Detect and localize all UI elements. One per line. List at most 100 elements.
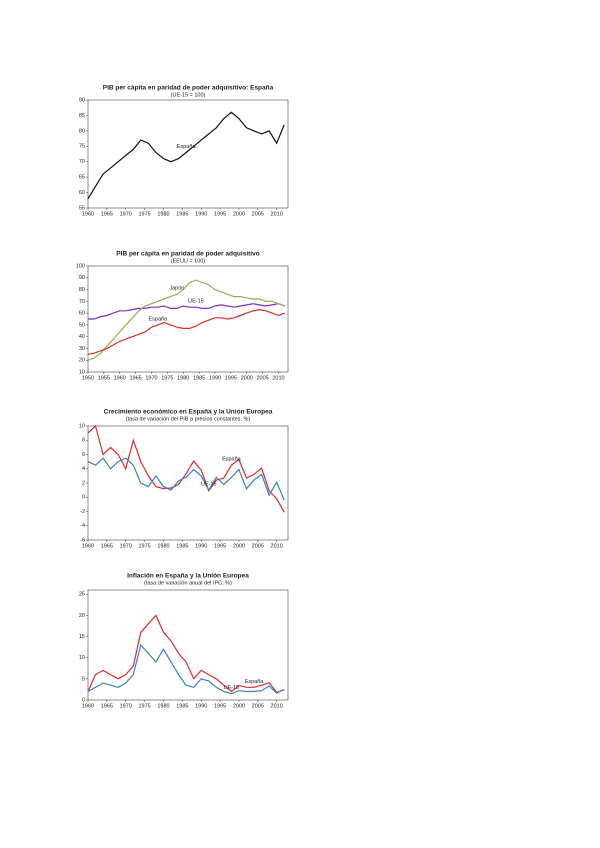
y-tick-label: -4 [80,523,85,529]
y-tick-label: 90 [79,275,85,281]
x-tick-label: 1965 [101,703,113,709]
y-tick-label: 65 [79,175,85,181]
y-tick-label: 6 [82,452,85,458]
plot-frame [87,265,289,373]
x-tick-label: 1960 [82,703,94,709]
series-label: UE-15 [188,299,204,305]
x-tick-label: 1965 [129,375,141,381]
x-tick-label: 1970 [120,543,132,549]
chart-subtitle: (EEUU = 100) [171,258,206,264]
chart-title: PIB per cápita en paridad de poder adqui… [116,251,259,258]
series-label: España [149,316,169,322]
x-tick-label: 1950 [82,375,94,381]
series-label: España [177,144,197,150]
x-tick-label: 1990 [195,543,207,549]
y-tick-label: 30 [79,346,85,352]
x-tick-label: 2000 [241,375,253,381]
x-tick-label: 1970 [120,703,132,709]
series-line [87,424,285,513]
y-tick-label: 60 [79,311,85,317]
x-tick-label: 1980 [157,211,169,217]
x-tick-label: 2010 [272,375,284,381]
x-tick-label: 1985 [176,211,188,217]
x-tick-label: 1965 [101,543,113,549]
x-tick-label: 2005 [252,543,264,549]
y-tick-label: 8 [82,438,85,444]
x-tick-label: 1975 [138,703,150,709]
y-tick-label: 15 [79,634,85,640]
plot-frame [87,589,289,701]
x-tick-label: 1955 [98,375,110,381]
y-tick-label: 5 [82,676,85,682]
x-tick-label: 1960 [82,543,94,549]
y-tick-label: 0 [82,495,85,501]
y-tick-label: 80 [79,128,85,134]
y-tick-label: 55 [79,205,85,211]
x-tick-label: 1995 [225,375,237,381]
x-tick-label: 1980 [157,703,169,709]
x-tick-label: 1970 [145,375,157,381]
y-tick-label: 75 [79,144,85,150]
y-tick-label: 10 [79,369,85,375]
y-tick-label: 20 [79,613,85,619]
y-tick-label: 40 [79,334,85,340]
y-tick-label: 0 [82,697,85,703]
x-tick-label: 1975 [138,543,150,549]
x-tick-label: 1990 [209,375,221,381]
x-tick-label: 1980 [177,375,189,381]
y-tick-label: -6 [80,537,85,543]
chart-subtitle: (tasa de variación anual del IPC, %) [144,580,232,586]
y-tick-label: -2 [80,509,85,515]
x-tick-label: 1995 [214,703,226,709]
series-label: UE-15 [201,482,217,488]
x-tick-label: 1980 [157,543,169,549]
y-tick-label: 2 [82,480,85,486]
x-tick-label: 1995 [214,543,226,549]
x-tick-label: 2000 [233,703,245,709]
chart-subtitle: (UE-15 = 100) [171,92,206,98]
x-tick-label: 1985 [176,543,188,549]
x-tick-label: 2000 [233,211,245,217]
series-line [87,308,286,355]
x-tick-label: 1975 [138,211,150,217]
x-tick-label: 1985 [176,703,188,709]
y-tick-label: 25 [79,592,85,598]
x-tick-label: 1990 [195,703,207,709]
chart-title: PIB per cápita en paridad de poder adqui… [103,85,274,92]
y-tick-label: 50 [79,322,85,328]
x-tick-label: 1985 [193,375,205,381]
x-tick-label: 1975 [161,375,173,381]
chart-title: Inflación en España y la Unión Europea [127,573,249,580]
series-label: UE-15 [224,685,240,691]
y-tick-label: 10 [79,655,85,661]
x-tick-label: 2005 [256,375,268,381]
series-label: Japón [169,286,184,292]
plot-frame [87,99,289,209]
x-tick-label: 1990 [195,211,207,217]
y-tick-label: 80 [79,287,85,293]
series-label: España [222,457,242,463]
series-line [87,279,286,361]
x-tick-label: 2005 [252,211,264,217]
x-tick-label: 2010 [271,543,283,549]
chart-title: Crecimiento económico en España y la Uni… [104,409,273,416]
x-tick-label: 2005 [252,703,264,709]
x-tick-label: 1970 [120,211,132,217]
y-tick-label: 10 [79,423,85,429]
y-tick-label: 100 [76,263,85,269]
y-tick-label: 60 [79,190,85,196]
series-label: España [245,679,265,685]
series-line [87,457,285,501]
y-tick-label: 4 [82,466,85,472]
x-tick-label: 1960 [114,375,126,381]
y-tick-label: 70 [79,159,85,165]
series-line [88,303,286,320]
x-tick-label: 2000 [233,543,245,549]
y-tick-label: 70 [79,299,85,305]
series-line [87,111,285,200]
y-tick-label: 20 [79,358,85,364]
chart-subtitle: (tasa de variación del PIB a precios con… [126,416,251,422]
x-tick-label: 1995 [214,211,226,217]
y-tick-label: 85 [79,113,85,119]
